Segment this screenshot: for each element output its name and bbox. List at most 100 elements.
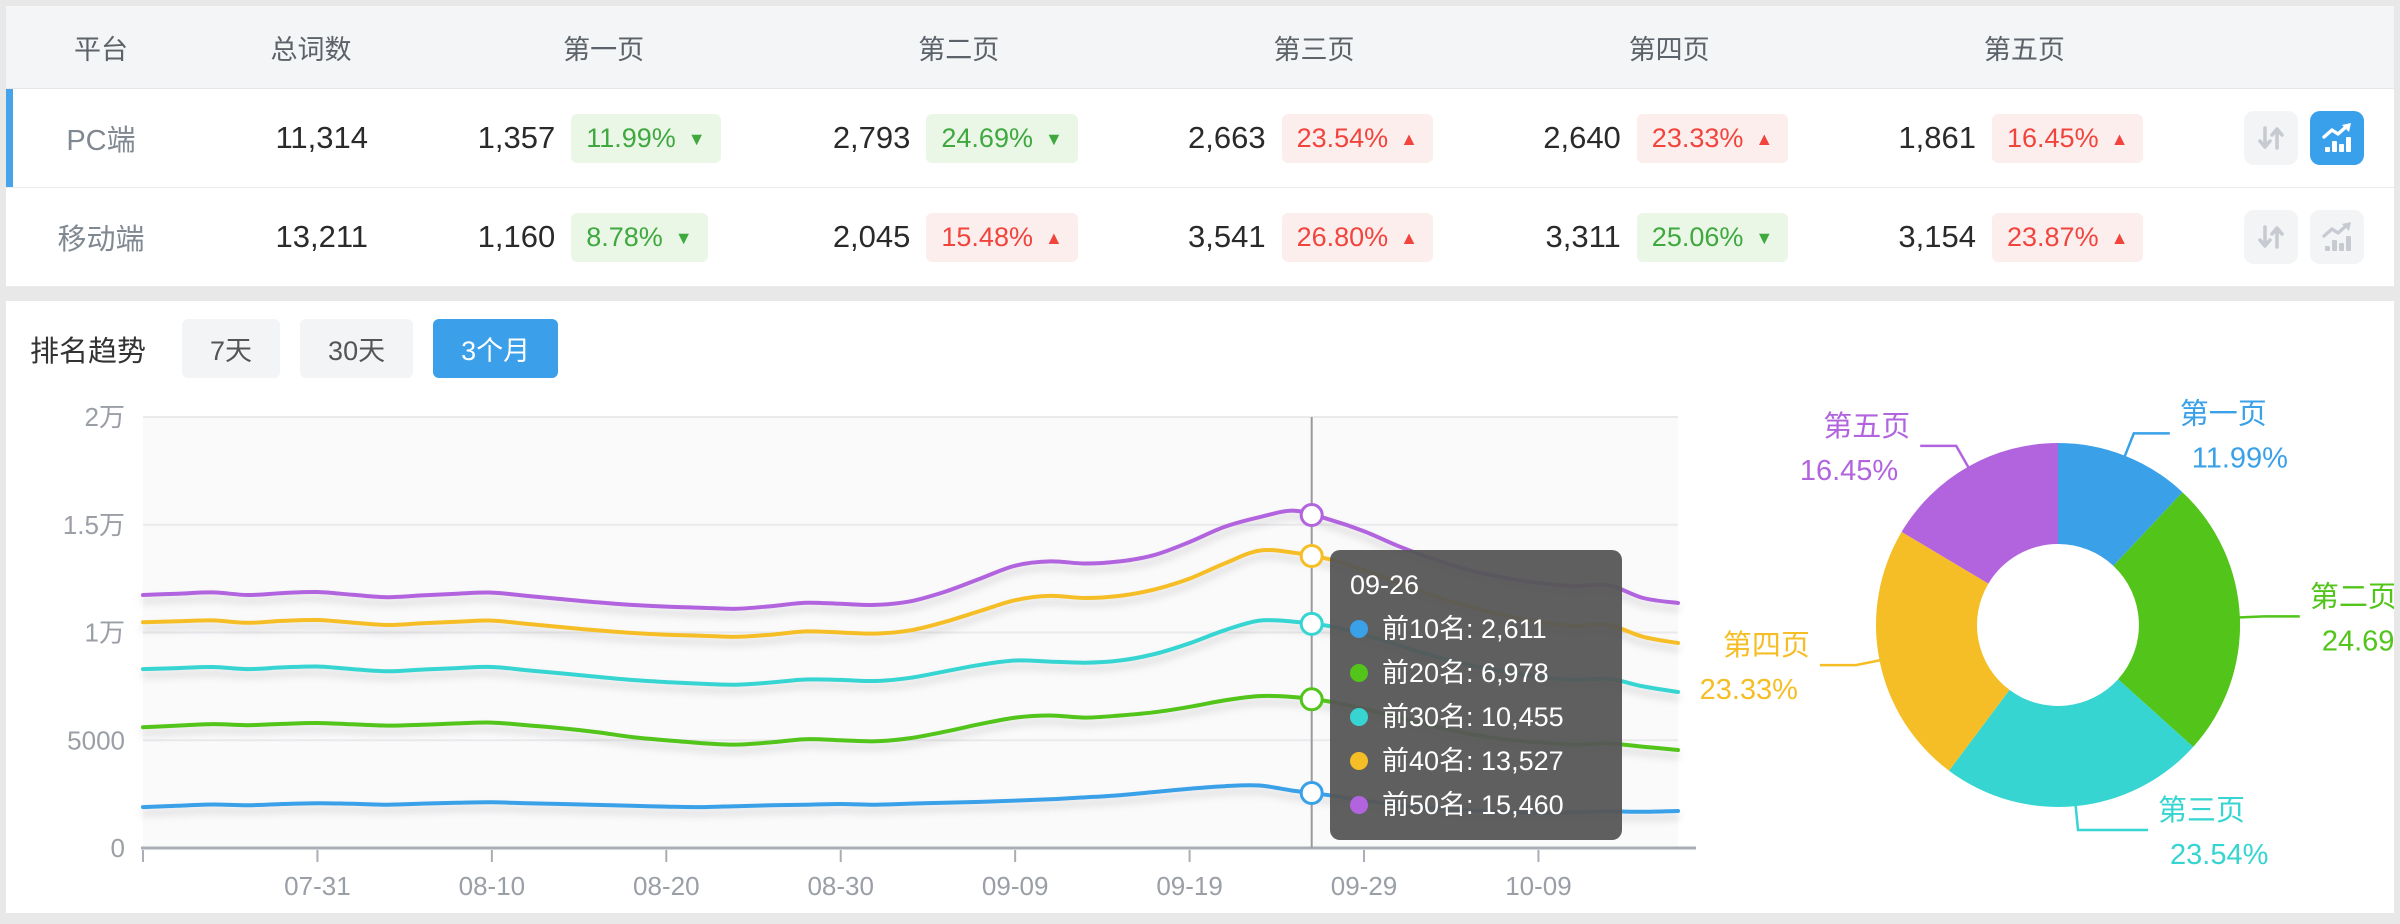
- arrow-down-icon: ▼: [1755, 228, 1774, 248]
- page4-change-badge: 25.06% ▼: [1636, 212, 1789, 262]
- y-axis-label: 1万: [85, 618, 125, 648]
- page3-count: 2,663: [1188, 120, 1266, 155]
- page4-cell: 2,640 23.33% ▲: [1492, 113, 1847, 163]
- page1-count: 1,357: [477, 120, 556, 155]
- page3-count: 3,541: [1188, 219, 1266, 254]
- platform-label: PC端: [66, 125, 136, 157]
- page5-change-badge: 16.45% ▲: [1992, 113, 2144, 163]
- page4-count: 2,640: [1543, 120, 1621, 155]
- tooltip-item: 前20名: 6,978: [1350, 651, 1602, 695]
- arrow-up-icon: ▲: [1400, 228, 1418, 248]
- page3-change-badge: 26.80% ▲: [1281, 212, 1433, 262]
- page2-cell: 2,793 24.69% ▼: [781, 113, 1136, 163]
- tab-3-months[interactable]: 3个月: [433, 319, 559, 378]
- donut-label-name: 第一页: [2180, 397, 2267, 430]
- y-axis-label: 2万: [85, 402, 125, 432]
- header-page-4: 第四页: [1628, 34, 1710, 65]
- x-axis-label: 07-31: [284, 871, 351, 901]
- header-page-3: 第三页: [1273, 34, 1355, 65]
- page2-count: 2,793: [832, 120, 911, 155]
- page5-change-badge: 23.87% ▲: [1992, 212, 2144, 262]
- x-axis-label: 08-30: [807, 871, 874, 901]
- header-page-5: 第五页: [1983, 34, 2065, 65]
- trend-chart-icon: [2322, 123, 2351, 152]
- page1-change-badge: 11.99% ▼: [571, 113, 721, 163]
- page4-count: 3,311: [1545, 219, 1621, 254]
- arrow-down-icon: ▼: [674, 228, 693, 248]
- page2-cell: 2,045 15.48% ▲: [781, 212, 1136, 262]
- tooltip-items: 前10名: 2,611 前20名: 6,978 前30名: 10,455 前40名: …: [1350, 607, 1602, 827]
- donut-label-percent: 24.69%: [2322, 625, 2394, 657]
- tooltip-item: 前50名: 15,460: [1350, 783, 1602, 827]
- tooltip-date: 09-26: [1350, 570, 1420, 600]
- header-page-2: 第二页: [918, 34, 1000, 65]
- rank-trend-card: 排名趋势 7天 30天 3个月 爱站网 050001万1.5万2万07-3108…: [6, 301, 2394, 913]
- donut-label-percent: 16.45%: [1800, 455, 1898, 487]
- page4-cell: 3,311 25.06% ▼: [1492, 212, 1847, 262]
- series-dot-icon: [1350, 752, 1368, 770]
- trend-title: 排名趋势: [30, 335, 147, 368]
- arrow-up-icon: ▲: [1400, 129, 1418, 149]
- donut-slice-第五页[interactable]: [1901, 443, 2058, 584]
- donut-slice-第三页[interactable]: [1949, 679, 2194, 807]
- label-leader-line: [1819, 658, 1882, 667]
- page1-cell: 1,357 11.99% ▼: [426, 113, 781, 163]
- page1-change-badge: 8.78% ▼: [571, 212, 708, 262]
- row-actions: [2202, 210, 2394, 264]
- label-leader-line: [1920, 444, 1971, 470]
- header-total-words: 总词数: [270, 34, 352, 65]
- page1-cell: 1,160 8.78% ▼: [426, 212, 781, 262]
- chart-tooltip: 09-26 前10名: 2,611 前20名: 6,978 前30名: 10,455…: [1330, 550, 1622, 840]
- series-dot-icon: [1350, 664, 1368, 682]
- donut-label-percent: 11.99%: [2192, 442, 2288, 474]
- trend-chart-icon: [2322, 222, 2351, 251]
- arrow-down-icon: ▼: [1044, 129, 1063, 149]
- page5-cell: 1,861 16.45% ▲: [1847, 113, 2202, 163]
- page4-change-badge: 23.33% ▲: [1636, 113, 1789, 163]
- tab-30-days[interactable]: 30天: [300, 319, 414, 378]
- donut-label-name: 第五页: [1823, 410, 1910, 443]
- sort-button[interactable]: [2244, 111, 2298, 165]
- donut-slice-第二页[interactable]: [2113, 492, 2241, 747]
- page3-change-badge: 23.54% ▲: [1281, 113, 1433, 163]
- page-distribution-donut[interactable]: 第一页 11.99% 第二页 24.69% 第三页 23.54% 第四页 23.33% 第五页 1…: [1700, 375, 2394, 913]
- table-row-pc[interactable]: PC端 11,314 1,357 11.99% ▼ 2,793 24.69% ▼ 2…: [6, 89, 2394, 188]
- tooltip-item: 前40名: 13,527: [1350, 739, 1602, 783]
- total-words-value: 11,314: [275, 120, 368, 155]
- donut-slice-第一页[interactable]: [2058, 443, 2183, 566]
- tab-7-days[interactable]: 7天: [182, 319, 281, 378]
- trend-chart-button[interactable]: [2310, 210, 2364, 264]
- arrow-up-icon: ▲: [1044, 228, 1063, 248]
- x-axis-label: 08-10: [459, 871, 526, 901]
- platform-label: 移动端: [57, 224, 145, 256]
- sort-button[interactable]: [2244, 210, 2298, 264]
- hover-marker-前50名: [1299, 503, 1324, 528]
- donut-label-percent: 23.54%: [2170, 839, 2268, 871]
- trend-tab-bar: 排名趋势 7天 30天 3个月: [30, 319, 559, 378]
- page3-cell: 2,663 23.54% ▲: [1136, 113, 1491, 163]
- donut-label-name: 第三页: [2158, 794, 2245, 827]
- hover-marker-前30名: [1299, 611, 1324, 636]
- arrow-up-icon: ▲: [2110, 228, 2129, 248]
- page2-count: 2,045: [832, 219, 911, 254]
- page2-change-badge: 24.69% ▼: [926, 113, 1078, 163]
- page1-count: 1,160: [477, 219, 556, 254]
- page2-change-badge: 15.48% ▲: [926, 212, 1078, 262]
- label-leader-line: [2123, 432, 2170, 459]
- hover-marker-前10名: [1299, 781, 1324, 806]
- row-actions: [2202, 111, 2394, 165]
- donut-label-name: 第四页: [1723, 629, 1810, 662]
- donut-slice-第四页[interactable]: [1876, 531, 2010, 771]
- page3-cell: 3,541 26.80% ▲: [1136, 212, 1491, 262]
- hover-marker-前40名: [1299, 543, 1324, 568]
- donut-label-name: 第二页: [2310, 580, 2394, 613]
- trend-chart-button[interactable]: [2310, 111, 2364, 165]
- table-row-mobile[interactable]: 移动端 13,211 1,160 8.78% ▼ 2,045 15.48% ▲ 3,…: [6, 188, 2394, 287]
- x-axis-label: 09-09: [982, 871, 1049, 901]
- tooltip-item: 前30名: 10,455: [1350, 695, 1602, 739]
- arrow-down-icon: ▼: [687, 129, 706, 149]
- label-leader-line: [2074, 803, 2148, 832]
- page5-count: 1,861: [1898, 120, 1976, 155]
- sort-arrows-icon: [2258, 126, 2284, 150]
- x-axis-label: 10-09: [1505, 871, 1572, 901]
